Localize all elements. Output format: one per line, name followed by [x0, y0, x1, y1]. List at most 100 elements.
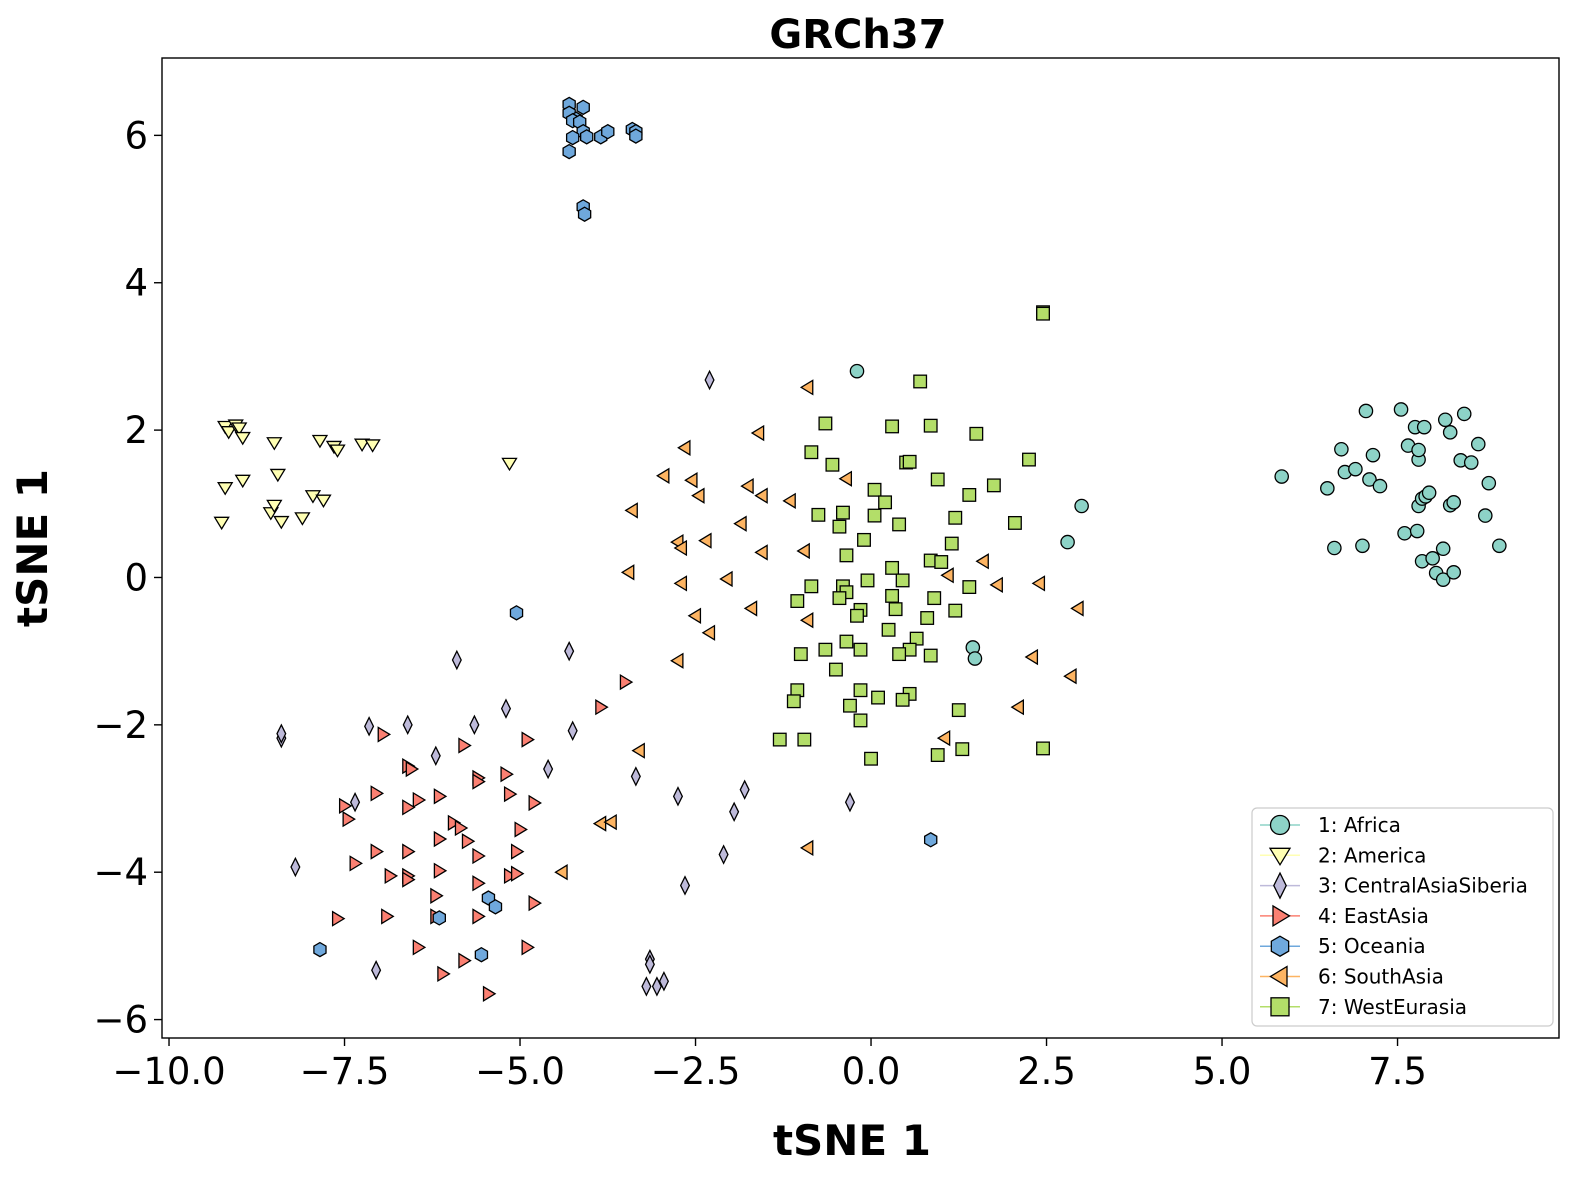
point-westeurasia-15: [962, 487, 977, 502]
point-westeurasia-1: [1036, 306, 1050, 321]
chart-title: GRCh37: [769, 12, 946, 58]
point-centralasiasiberia-14: [739, 779, 750, 800]
point-centralasiasiberia-0: [704, 369, 715, 391]
point-westeurasia-60: [843, 698, 857, 713]
point-southasia-1: [750, 424, 765, 442]
point-westeurasia-46: [909, 631, 924, 646]
point-eastasia-3: [521, 731, 535, 748]
point-southasia-38: [799, 839, 814, 857]
y-tick-label: −2: [93, 704, 148, 747]
point-centralasiasiberia-21: [371, 959, 382, 981]
point-westeurasia-56: [853, 683, 868, 698]
point-southasia-5: [740, 477, 754, 495]
point-africa-31: [1435, 541, 1451, 557]
point-westeurasia-42: [948, 603, 963, 618]
point-africa-28: [1421, 485, 1437, 501]
point-centralasiasiberia-18: [718, 844, 729, 865]
point-southasia-16: [796, 542, 810, 560]
point-westeurasia-5: [923, 418, 938, 433]
point-westeurasia-36: [832, 591, 847, 606]
point-eastasia-23: [370, 843, 385, 860]
point-africa-39: [1456, 406, 1472, 422]
y-tick-label: 2: [124, 409, 148, 452]
point-southasia-31: [1063, 668, 1077, 685]
point-westeurasia-64: [772, 732, 787, 747]
point-africa-33: [1437, 412, 1453, 428]
point-africa-26: [1416, 419, 1432, 435]
point-africa-41: [1470, 436, 1486, 452]
point-eastasia-45: [482, 985, 497, 1002]
point-africa-4: [967, 651, 983, 666]
point-southasia-35: [592, 815, 607, 832]
point-america-20: [315, 494, 332, 509]
point-eastasia-44: [437, 965, 451, 983]
point-westeurasia-34: [962, 580, 977, 595]
point-southasia-6: [691, 487, 705, 504]
point-westeurasia-49: [853, 642, 868, 657]
point-eastasia-0: [619, 673, 634, 691]
point-america-12: [217, 482, 234, 496]
point-westeurasia-41: [888, 602, 903, 617]
x-tick-label: 2.5: [1017, 1050, 1076, 1093]
point-africa-13: [1362, 472, 1377, 487]
point-centralasiasiberia-4: [276, 723, 287, 744]
point-southasia-25: [687, 607, 702, 624]
y-tick-label: 0: [124, 556, 148, 599]
point-africa-7: [1327, 540, 1342, 556]
point-westeurasia-30: [860, 573, 875, 588]
point-america-3: [231, 422, 248, 436]
point-westeurasia-47: [839, 634, 854, 649]
y-tick-label: 4: [124, 262, 148, 305]
point-oceania-21: [488, 899, 503, 915]
point-africa-40: [1463, 455, 1479, 470]
point-southasia-19: [719, 570, 733, 588]
legend-marker-hexagon: [1270, 935, 1290, 957]
point-eastasia-8: [472, 773, 486, 790]
point-westeurasia-3: [818, 416, 833, 431]
point-oceania-8: [580, 129, 594, 145]
point-eastasia-15: [338, 797, 353, 815]
point-westeurasia-57: [871, 690, 886, 705]
point-centralasiasiberia-16: [729, 801, 740, 823]
point-centralasiasiberia-10: [430, 745, 441, 767]
point-africa-2: [1060, 534, 1075, 550]
point-westeurasia-25: [944, 536, 959, 551]
point-africa-5: [1274, 469, 1290, 484]
point-westeurasia-7: [804, 445, 819, 460]
point-oceania-13: [629, 128, 643, 144]
point-eastasia-16: [402, 799, 416, 816]
point-centralasiasiberia-20: [679, 875, 691, 896]
point-southasia-20: [940, 567, 954, 584]
point-westeurasia-68: [930, 748, 945, 763]
point-oceania-10: [601, 123, 615, 140]
point-centralasiasiberia-5: [364, 716, 375, 737]
point-eastasia-33: [503, 867, 518, 885]
point-westeurasia-13: [986, 478, 1001, 493]
point-oceania-18: [923, 832, 938, 848]
point-southasia-27: [1070, 600, 1084, 617]
point-westeurasia-38: [790, 594, 805, 609]
point-westeurasia-37: [885, 588, 900, 603]
point-westeurasia-11: [1022, 452, 1036, 467]
point-america-18: [294, 512, 311, 526]
point-centralasiasiberia-17: [844, 791, 856, 813]
point-southasia-18: [673, 575, 688, 592]
point-eastasia-9: [500, 766, 514, 783]
point-africa-20: [1409, 523, 1425, 539]
point-southasia-29: [670, 652, 684, 669]
point-centralasiasiberia-6: [402, 714, 413, 736]
point-southasia-30: [1024, 648, 1039, 666]
x-axis-title: tSNE 1: [773, 1116, 931, 1165]
point-westeurasia-14: [867, 482, 882, 497]
point-westeurasia-48: [818, 642, 833, 657]
point-southasia-2: [677, 439, 691, 456]
point-eastasia-37: [331, 910, 346, 927]
point-africa-42: [1477, 508, 1493, 523]
point-southasia-10: [624, 502, 638, 519]
point-westeurasia-63: [853, 713, 868, 728]
point-southasia-15: [754, 544, 768, 561]
point-westeurasia-43: [850, 608, 864, 623]
point-eastasia-31: [433, 862, 448, 879]
point-africa-22: [1411, 442, 1426, 458]
point-westeurasia-66: [955, 742, 970, 757]
